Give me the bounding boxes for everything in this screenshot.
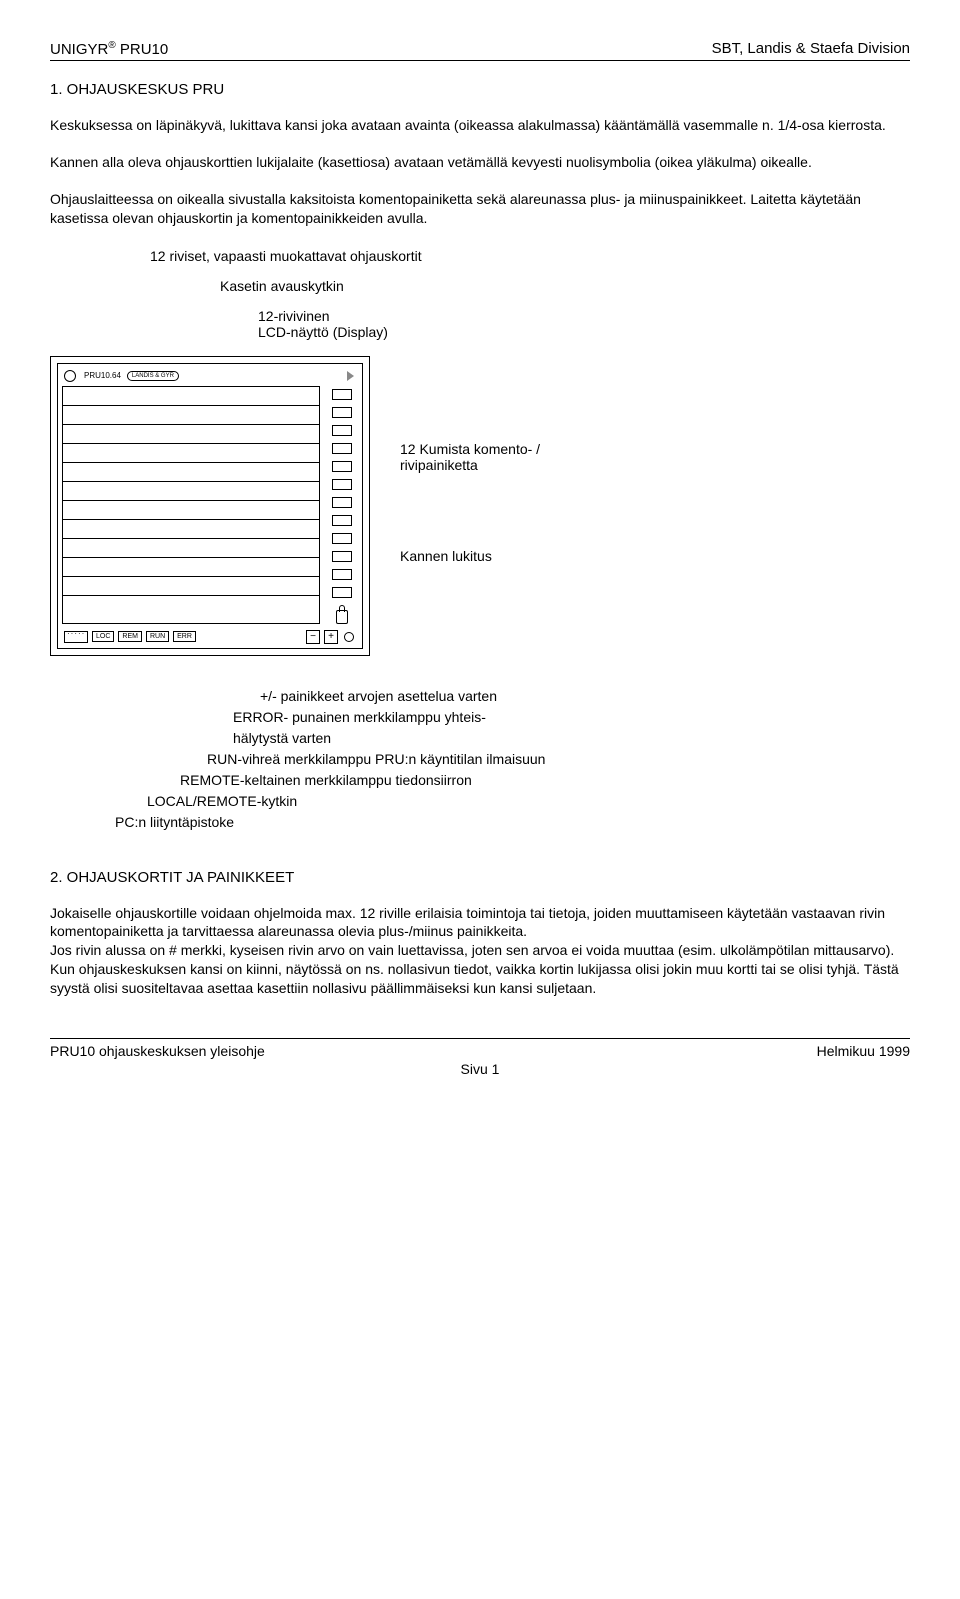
callout-remote-led: REMOTE-keltainen merkkilamppu tiedonsiir… — [180, 770, 910, 791]
top-callouts: 12 riviset, vapaasti muokattavat ohjausk… — [150, 248, 910, 340]
header-left: UNIGYR® PRU10 — [50, 40, 168, 58]
model-label: PRU10.64 — [84, 371, 121, 380]
rows-area — [62, 386, 358, 624]
run-label: RUN — [146, 631, 169, 642]
indicator-circle — [64, 370, 76, 382]
row-button — [332, 461, 352, 472]
device-diagram: PRU10.64 LANDIS & GYR — [50, 356, 910, 656]
page-header: UNIGYR® PRU10 SBT, Landis & Staefa Divis… — [50, 40, 910, 61]
card-row — [63, 444, 319, 463]
side-callouts: 12 Kumista komento- / rivipainiketta Kan… — [400, 356, 540, 564]
product-name: UNIGYR — [50, 41, 108, 58]
card-slot-rows — [62, 386, 320, 624]
callout-kannen-lukitus: Kannen lukitus — [400, 548, 540, 564]
card-row — [63, 387, 319, 406]
section-2-para: Jokaiselle ohjauskortille voidaan ohjelm… — [50, 904, 910, 998]
callout-rivipainiketta: 12 Kumista komento- / rivipainiketta — [400, 441, 540, 473]
card-row — [63, 520, 319, 539]
row-button — [332, 515, 352, 526]
footer-page-number: Sivu 1 — [50, 1061, 910, 1077]
callout-error-led: ERROR- punainen merkkilamppu yhteis- — [233, 707, 910, 728]
row-button — [332, 425, 352, 436]
err-label: ERR — [173, 631, 196, 642]
card-row — [63, 482, 319, 501]
brand-label: LANDIS & GYR — [127, 371, 179, 381]
callout-error-led-2: hälytystä varten — [233, 728, 910, 749]
section-1-para-3: Ohjauslaitteessa on oikealla sivustalla … — [50, 190, 910, 228]
card-row — [63, 558, 319, 577]
loc-label: LOC — [92, 631, 114, 642]
callout-pc-connector: PC:n liityntäpistoke — [115, 812, 910, 833]
section-2-title: 2. OHJAUSKORTIT JA PAINIKKEET — [50, 869, 910, 886]
product-model: PRU10 — [116, 41, 169, 58]
card-row — [63, 463, 319, 482]
callout-lcd: 12-rivivinen LCD-näyttö (Display) — [258, 308, 910, 340]
callout-ohjauskortit: 12 riviset, vapaasti muokattavat ohjausk… — [150, 248, 910, 264]
minus-button: − — [306, 630, 320, 644]
section-1-para-1: Keskuksessa on läpinäkyvä, lukittava kan… — [50, 116, 910, 135]
row-button — [332, 551, 352, 562]
registered-symbol: ® — [108, 40, 115, 51]
card-row — [63, 577, 319, 596]
device-top-bar: PRU10.64 LANDIS & GYR — [62, 368, 358, 386]
callout-local-remote: LOCAL/REMOTE-kytkin — [147, 791, 910, 812]
rem-label: REM — [118, 631, 142, 642]
callout-avauskytkin: Kasetin avauskytkin — [220, 278, 910, 294]
bottom-callouts: +/- painikkeet arvojen asettelua varten … — [115, 686, 910, 833]
card-row — [63, 539, 319, 558]
footer-left: PRU10 ohjauskeskuksen yleisohje — [50, 1043, 265, 1059]
row-button — [332, 443, 352, 454]
page-footer: PRU10 ohjauskeskuksen yleisohje Helmikuu… — [50, 1038, 910, 1059]
reset-icon — [344, 632, 354, 642]
plus-button: + — [324, 630, 338, 644]
lock-icon — [336, 610, 348, 624]
section-1-para-2: Kannen alla oleva ohjauskorttien lukijal… — [50, 153, 910, 172]
card-row — [63, 501, 319, 520]
row-button — [332, 479, 352, 490]
row-button — [332, 407, 352, 418]
footer-right: Helmikuu 1999 — [817, 1043, 910, 1059]
row-button — [332, 389, 352, 400]
header-right: SBT, Landis & Staefa Division — [712, 40, 910, 58]
pc-connector-icon — [64, 631, 88, 643]
card-row — [63, 596, 319, 614]
row-button — [332, 497, 352, 508]
device-frame: PRU10.64 LANDIS & GYR — [50, 356, 370, 656]
row-button — [332, 569, 352, 580]
callout-run-led: RUN-vihreä merkkilamppu PRU:n käyntitila… — [207, 749, 910, 770]
row-button — [332, 587, 352, 598]
card-row — [63, 406, 319, 425]
row-button — [332, 533, 352, 544]
card-row — [63, 425, 319, 444]
device-inner: PRU10.64 LANDIS & GYR — [57, 363, 363, 649]
section-1-title: 1. OHJAUSKESKUS PRU — [50, 81, 910, 98]
device-bottom-bar: LOC REM RUN ERR − + — [62, 630, 358, 644]
callout-plusminus: +/- painikkeet arvojen asettelua varten — [260, 686, 910, 707]
command-buttons-column — [326, 386, 358, 624]
open-arrow-icon — [347, 371, 354, 381]
